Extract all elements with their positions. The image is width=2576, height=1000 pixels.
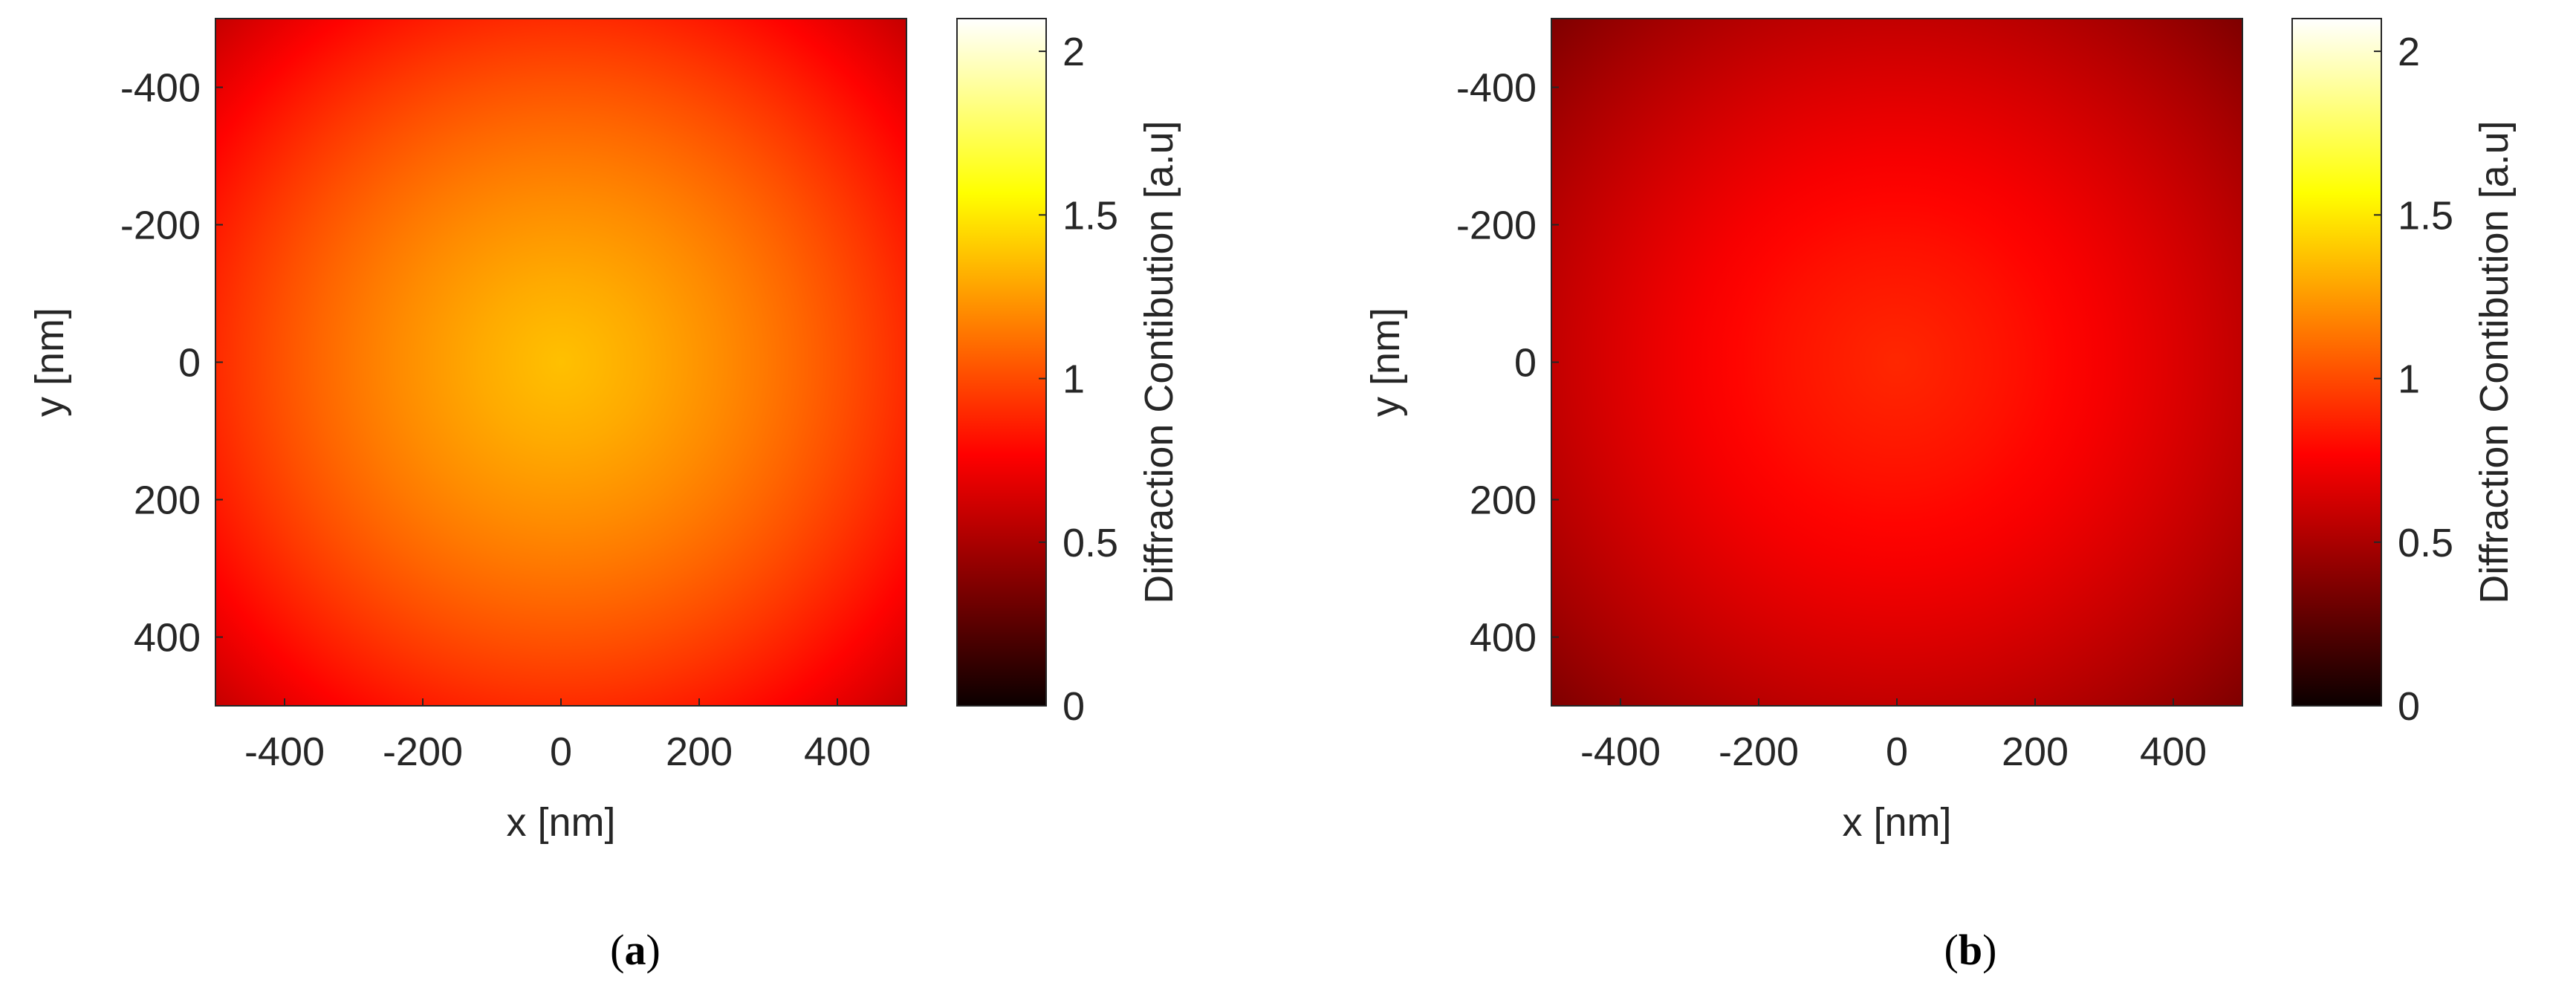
x-tick-label: 200 [666, 730, 733, 774]
x-tick-label: -400 [1580, 730, 1661, 774]
y-axis-label: y [nm] [27, 308, 72, 417]
x-tick-label: 0 [1886, 730, 1908, 774]
y-tick-label: -400 [1456, 66, 1537, 111]
colorbar-tick-label: 2 [1062, 30, 1085, 74]
y-tick-label: 0 [1514, 341, 1537, 386]
colorbar-tick-label: 1 [2398, 357, 2420, 402]
colorbar [956, 18, 1047, 707]
colorbar-tick-label: 0 [2398, 684, 2420, 729]
x-axis-label: x [nm] [506, 800, 615, 845]
x-tick-label: -400 [244, 730, 325, 774]
x-tick-label: 200 [2002, 730, 2069, 774]
colorbar-tick-label: 0 [1062, 684, 1085, 729]
y-tick-label: 0 [178, 341, 201, 386]
y-tick-label: 400 [134, 616, 201, 660]
y-tick-label: -200 [1456, 204, 1537, 248]
colorbar-tick-label: 1 [1062, 357, 1085, 402]
colorbar-label: Diffraction Contibution [a.u] [2472, 120, 2517, 603]
y-tick-label: 200 [1470, 478, 1537, 523]
x-tick-label: 0 [550, 730, 572, 774]
x-tick-label: 400 [804, 730, 871, 774]
y-tick-label: 400 [1470, 616, 1537, 660]
x-tick-label: -200 [1719, 730, 1799, 774]
panel-caption: (b) [1944, 926, 1997, 974]
colorbar-label: Diffraction Contibution [a.u] [1137, 120, 1181, 603]
panel-a: -400 -200 0 200 400 -400 -200 0 200 400 x [nm] y [n… [27, 18, 1181, 974]
colorbar-tick-label: 1.5 [1062, 193, 1118, 238]
colorbar-tick-label: 0.5 [1062, 521, 1118, 565]
heatmap-field [215, 19, 906, 706]
colorbar-tick-label: 0.5 [2398, 521, 2453, 565]
x-axis-label: x [nm] [1842, 800, 1951, 845]
panel-caption: (a) [610, 926, 661, 974]
y-tick-label: -200 [120, 204, 201, 248]
x-tick-label: 400 [2140, 730, 2207, 774]
x-tick-label: -200 [383, 730, 463, 774]
colorbar [2291, 18, 2382, 707]
y-axis-label: y [nm] [1363, 308, 1408, 417]
colorbar-tick-label: 1.5 [2398, 193, 2453, 238]
y-tick-label: -400 [120, 66, 201, 111]
panel-b: -400 -200 0 200 400 -400 -200 0 200 400 x [nm] y [n… [1363, 18, 2517, 974]
colorbar-tick-label: 2 [2398, 30, 2420, 74]
y-tick-label: 200 [134, 478, 201, 523]
heatmap-field [1551, 19, 2242, 706]
